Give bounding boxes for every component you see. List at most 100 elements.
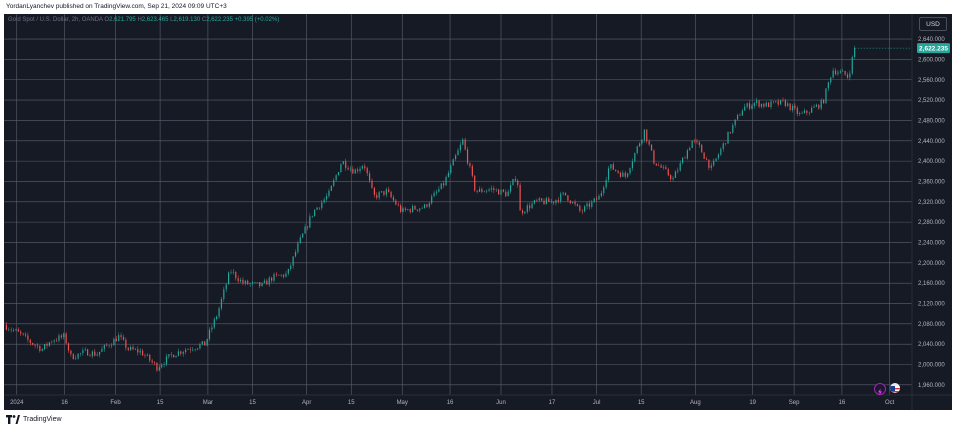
publisher-caption: YordanLyanchev published on TradingView.… [6,3,227,10]
candle-body [225,284,227,290]
candle-body [455,155,457,160]
price-tick-label: 2,560.000 [918,78,945,84]
candle-body [715,158,717,161]
candle-body [832,70,834,78]
candle-body [27,335,29,340]
candle-body [380,191,383,193]
candle-body [232,271,234,273]
candle-body [51,341,53,343]
candle-body [703,152,705,159]
candle-body [820,100,822,109]
candle-body [63,333,65,338]
time-tick-label: Feb [110,400,121,406]
candle-body [450,165,452,173]
flag-icon[interactable] [890,383,900,393]
candle-body [514,179,516,181]
time-tick-label: Jun [496,400,506,406]
candle-body [493,188,495,191]
currency-button[interactable]: USD [919,17,947,31]
candle-body [457,150,459,156]
candle-body [469,163,471,166]
candle-body [173,354,175,358]
candle-body [768,102,770,108]
price-tick-label: 1,960.000 [918,383,945,389]
time-tick-label: 16 [61,400,68,406]
candle-body [163,364,165,366]
candle-body [70,350,72,355]
candle-body [555,199,557,203]
candle-body [98,351,101,355]
candle-body [67,343,70,351]
chart-panel[interactable]: 1,960.000 2,000.000 2,040.000 2,080.000 2,12… [4,14,952,410]
tradingview-logo-icon[interactable] [6,414,20,424]
candle-body [287,268,289,274]
candle-body [557,199,559,202]
candle-body [607,168,610,180]
candle-body [146,354,148,356]
candle-body [297,243,299,252]
flash-icon[interactable] [874,383,886,396]
candles [5,45,912,373]
price-chart[interactable]: 1,960.000 2,000.000 2,040.000 2,080.000 2,12… [4,14,952,410]
price-tick-label: 2,240.000 [918,240,945,246]
time-tick-label: 15 [249,400,256,406]
candle-body [839,71,841,73]
candle-body [395,200,397,205]
candle-body [10,329,12,331]
candle-body [368,173,371,181]
candle-body [82,350,84,354]
candle-body [615,169,617,171]
candle-body [822,100,825,104]
candle-body [22,333,24,335]
candle-body [17,329,19,332]
time-tick-label: 15 [157,400,164,406]
candle-body [201,341,203,345]
candle-body [340,164,342,173]
candle-body [96,354,98,356]
last-price-badge [917,43,950,54]
candle-body [323,199,325,203]
candle-body [220,298,223,309]
candle-body [736,115,739,120]
candle-body [643,129,645,140]
candle-body [134,349,137,350]
candle-body [161,365,163,368]
footer-brand: TradingView [23,415,62,423]
candle-body [337,172,340,176]
candle-body [624,172,626,177]
candle-body [825,88,827,104]
candle-body [402,208,404,212]
candle-body [813,106,815,108]
candle-body [223,289,225,299]
candle-body [261,282,263,287]
time-tick-label: Sep [789,400,800,406]
candle-body [691,140,693,148]
candle-body [679,162,681,171]
candle-body [94,351,96,356]
price-tick-label: 2,120.000 [918,301,945,307]
candle-body [378,192,380,198]
candle-body [349,168,352,170]
candle-body [672,177,674,180]
candle-body [639,143,641,147]
candle-body [110,345,113,347]
candle-body [526,205,528,212]
candle-body [746,103,748,107]
candle-body [115,338,117,342]
candle-body [466,149,469,164]
candle-body [490,188,493,190]
candle-body [290,265,292,269]
candle-body [137,349,139,353]
candle-body [254,282,256,283]
candle-body [302,233,304,238]
candle-body [787,103,789,107]
candle-body [239,279,242,282]
candle-body [851,57,853,74]
candle-body [751,105,753,109]
candle-body [242,279,244,284]
candle-body [311,215,313,217]
candle-body [309,216,311,228]
price-tick-label: 2,000.000 [918,362,945,368]
candle-body [294,251,297,257]
candle-body [447,172,450,178]
